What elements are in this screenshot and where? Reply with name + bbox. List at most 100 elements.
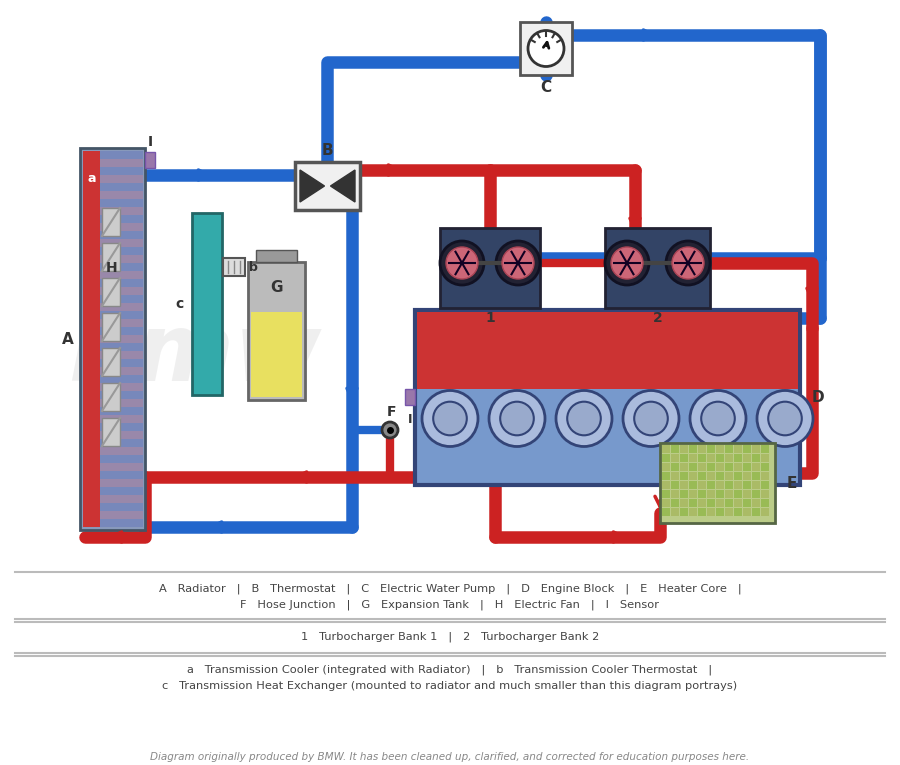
FancyBboxPatch shape	[100, 519, 143, 527]
FancyBboxPatch shape	[743, 490, 751, 498]
FancyBboxPatch shape	[707, 499, 715, 507]
Circle shape	[634, 402, 668, 435]
FancyBboxPatch shape	[662, 445, 670, 453]
FancyBboxPatch shape	[743, 472, 751, 480]
FancyBboxPatch shape	[680, 490, 688, 498]
Circle shape	[605, 241, 649, 285]
FancyBboxPatch shape	[680, 445, 688, 453]
Circle shape	[556, 390, 612, 447]
Polygon shape	[330, 170, 355, 202]
Circle shape	[433, 402, 467, 435]
FancyBboxPatch shape	[671, 472, 679, 480]
FancyBboxPatch shape	[752, 508, 760, 516]
FancyBboxPatch shape	[295, 162, 360, 210]
Text: F: F	[387, 405, 397, 419]
FancyBboxPatch shape	[707, 481, 715, 489]
FancyBboxPatch shape	[100, 151, 143, 159]
FancyBboxPatch shape	[605, 228, 710, 308]
FancyBboxPatch shape	[725, 499, 733, 507]
FancyBboxPatch shape	[734, 454, 742, 462]
FancyBboxPatch shape	[100, 487, 143, 495]
Text: G: G	[270, 279, 283, 295]
Text: A: A	[62, 331, 74, 347]
FancyBboxPatch shape	[698, 445, 706, 453]
FancyBboxPatch shape	[752, 481, 760, 489]
Text: 2: 2	[652, 311, 662, 325]
Text: I: I	[408, 412, 412, 425]
Polygon shape	[300, 170, 325, 202]
FancyBboxPatch shape	[100, 351, 143, 359]
Circle shape	[690, 390, 746, 447]
FancyBboxPatch shape	[734, 490, 742, 498]
Text: c: c	[176, 297, 184, 311]
FancyBboxPatch shape	[417, 312, 798, 389]
FancyBboxPatch shape	[102, 313, 120, 341]
FancyBboxPatch shape	[707, 454, 715, 462]
FancyBboxPatch shape	[689, 490, 697, 498]
Text: C: C	[540, 80, 552, 95]
FancyBboxPatch shape	[248, 262, 305, 400]
FancyBboxPatch shape	[100, 183, 143, 191]
FancyBboxPatch shape	[698, 454, 706, 462]
FancyBboxPatch shape	[100, 239, 143, 247]
FancyBboxPatch shape	[752, 499, 760, 507]
FancyBboxPatch shape	[100, 495, 143, 503]
FancyBboxPatch shape	[671, 508, 679, 516]
FancyBboxPatch shape	[100, 327, 143, 335]
FancyBboxPatch shape	[100, 167, 143, 175]
FancyBboxPatch shape	[100, 367, 143, 375]
Circle shape	[623, 390, 679, 447]
FancyBboxPatch shape	[100, 303, 143, 311]
Text: F   Hose Junction   |   G   Expansion Tank   |   H   Electric Fan   |   I   Sens: F Hose Junction | G Expansion Tank | H E…	[240, 600, 660, 610]
Text: E: E	[787, 476, 797, 490]
FancyBboxPatch shape	[102, 278, 120, 306]
FancyBboxPatch shape	[145, 152, 155, 168]
FancyBboxPatch shape	[100, 359, 143, 367]
FancyBboxPatch shape	[100, 175, 143, 183]
Circle shape	[769, 402, 802, 435]
Circle shape	[502, 247, 534, 279]
FancyBboxPatch shape	[725, 481, 733, 489]
FancyBboxPatch shape	[100, 391, 143, 399]
FancyBboxPatch shape	[680, 481, 688, 489]
FancyBboxPatch shape	[223, 258, 245, 276]
FancyBboxPatch shape	[100, 311, 143, 319]
FancyBboxPatch shape	[716, 472, 724, 480]
FancyBboxPatch shape	[100, 343, 143, 351]
Circle shape	[528, 31, 564, 67]
FancyBboxPatch shape	[734, 508, 742, 516]
FancyBboxPatch shape	[102, 383, 120, 411]
FancyBboxPatch shape	[100, 279, 143, 287]
FancyBboxPatch shape	[707, 472, 715, 480]
FancyBboxPatch shape	[660, 443, 775, 523]
FancyBboxPatch shape	[100, 215, 143, 223]
FancyBboxPatch shape	[80, 148, 145, 530]
FancyBboxPatch shape	[707, 490, 715, 498]
FancyBboxPatch shape	[707, 463, 715, 471]
FancyBboxPatch shape	[100, 199, 143, 207]
Text: D: D	[812, 390, 824, 405]
FancyBboxPatch shape	[743, 454, 751, 462]
FancyBboxPatch shape	[100, 255, 143, 263]
Circle shape	[489, 390, 545, 447]
FancyBboxPatch shape	[662, 490, 670, 498]
FancyBboxPatch shape	[100, 471, 143, 479]
FancyBboxPatch shape	[689, 481, 697, 489]
FancyBboxPatch shape	[680, 454, 688, 462]
FancyBboxPatch shape	[725, 445, 733, 453]
Text: Diagram originally produced by BMW. It has been cleaned up, clarified, and corre: Diagram originally produced by BMW. It h…	[150, 752, 750, 762]
FancyBboxPatch shape	[100, 223, 143, 231]
FancyBboxPatch shape	[662, 508, 670, 516]
FancyBboxPatch shape	[415, 310, 800, 485]
Circle shape	[422, 390, 478, 447]
FancyBboxPatch shape	[734, 472, 742, 480]
FancyBboxPatch shape	[725, 454, 733, 462]
FancyBboxPatch shape	[662, 463, 670, 471]
FancyBboxPatch shape	[707, 445, 715, 453]
FancyBboxPatch shape	[100, 191, 143, 199]
Circle shape	[666, 241, 710, 285]
FancyBboxPatch shape	[102, 348, 120, 376]
FancyBboxPatch shape	[102, 208, 120, 236]
Text: b: b	[249, 261, 258, 274]
FancyBboxPatch shape	[100, 415, 143, 423]
